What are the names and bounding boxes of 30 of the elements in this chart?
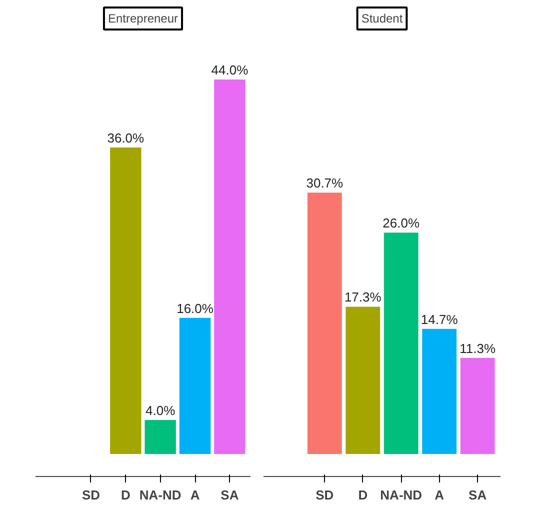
x-tick-label: SA xyxy=(468,488,488,502)
x-tick-label: D xyxy=(120,488,130,502)
data-label: 17.3% xyxy=(344,290,382,305)
x-tick-label: NA-ND xyxy=(380,488,422,502)
bar xyxy=(346,306,380,454)
x-tick-label: D xyxy=(358,488,368,502)
x-tick-label: SD xyxy=(316,488,334,502)
data-label: 4.0% xyxy=(146,402,176,418)
bar xyxy=(384,232,418,454)
data-label: 14.7% xyxy=(420,312,458,327)
bar xyxy=(179,318,211,454)
chart-title: Student xyxy=(361,12,404,26)
x-tick-label: A xyxy=(190,488,200,502)
data-label: 30.7% xyxy=(306,176,344,191)
data-label: 44.0% xyxy=(211,62,249,78)
bar xyxy=(214,79,246,454)
x-tick-label: NA-ND xyxy=(139,488,182,502)
data-label: 11.3% xyxy=(460,340,496,356)
data-label: 16.0% xyxy=(176,300,214,316)
chart-title: Entrepreneur xyxy=(108,12,178,26)
bar xyxy=(110,148,142,454)
data-label: 36.0% xyxy=(107,130,145,146)
bar xyxy=(307,192,342,454)
x-tick-label: A xyxy=(434,488,445,502)
bar xyxy=(460,358,495,454)
bar xyxy=(422,328,457,454)
bar xyxy=(144,420,176,454)
x-tick-label: SD xyxy=(82,488,100,502)
data-label: 26.0% xyxy=(382,216,420,231)
x-tick-label: SA xyxy=(220,488,240,502)
